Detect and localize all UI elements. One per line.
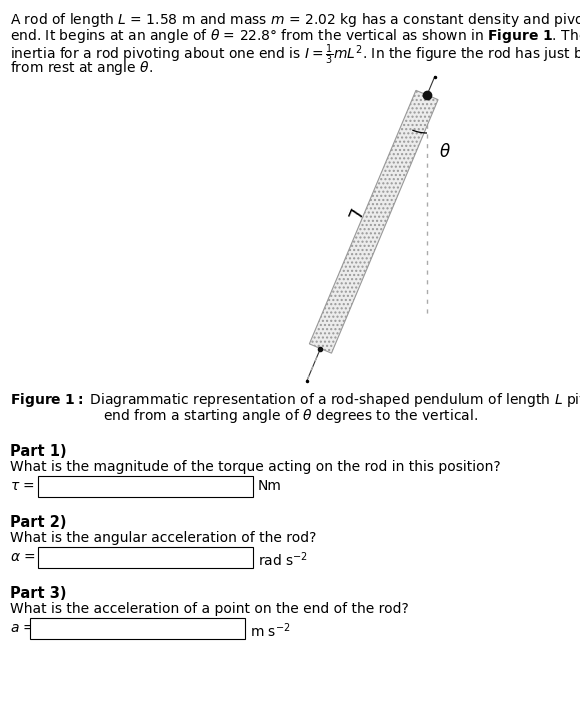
Text: inertia for a rod pivoting about one end is $I = \frac{1}{3}mL^2$. In the figure: inertia for a rod pivoting about one end… (10, 43, 580, 68)
FancyBboxPatch shape (38, 547, 253, 568)
Text: $L$: $L$ (343, 205, 364, 222)
Text: $\mathbf{Figure\ 1:}$ Diagrammatic representation of a rod-shaped pendulum of le: $\mathbf{Figure\ 1:}$ Diagrammatic repre… (10, 391, 580, 409)
Text: What is the magnitude of the torque acting on the rod in this position?: What is the magnitude of the torque acti… (10, 460, 501, 474)
Text: $a$ =: $a$ = (10, 621, 35, 635)
Text: Part 2): Part 2) (10, 515, 67, 530)
Text: $\alpha$ =: $\alpha$ = (10, 550, 36, 565)
Text: Nm: Nm (258, 479, 282, 493)
Text: What is the acceleration of a point on the end of the rod?: What is the acceleration of a point on t… (10, 602, 409, 616)
Text: Part 1): Part 1) (10, 444, 67, 459)
Text: $\tau$ =: $\tau$ = (10, 479, 35, 493)
Text: end from a starting angle of $\theta$ degrees to the vertical.: end from a starting angle of $\theta$ de… (103, 407, 477, 425)
Text: m s$^{-2}$: m s$^{-2}$ (250, 621, 291, 640)
Text: What is the angular acceleration of the rod?: What is the angular acceleration of the … (10, 531, 316, 545)
Text: rad s$^{-2}$: rad s$^{-2}$ (258, 550, 308, 569)
Polygon shape (309, 90, 438, 353)
Text: end. It begins at an angle of $\theta$ = 22.8$\degree$ from the vertical as show: end. It begins at an angle of $\theta$ =… (10, 27, 580, 45)
FancyBboxPatch shape (38, 476, 253, 497)
Text: from rest at angle $\theta$.: from rest at angle $\theta$. (10, 59, 153, 77)
Text: Part 3): Part 3) (10, 586, 67, 601)
Text: A rod of length $L$ = 1.58 m and mass $m$ = 2.02 kg has a constant density and p: A rod of length $L$ = 1.58 m and mass $m… (10, 11, 580, 29)
Text: $\theta$: $\theta$ (439, 143, 451, 161)
FancyBboxPatch shape (30, 618, 245, 639)
